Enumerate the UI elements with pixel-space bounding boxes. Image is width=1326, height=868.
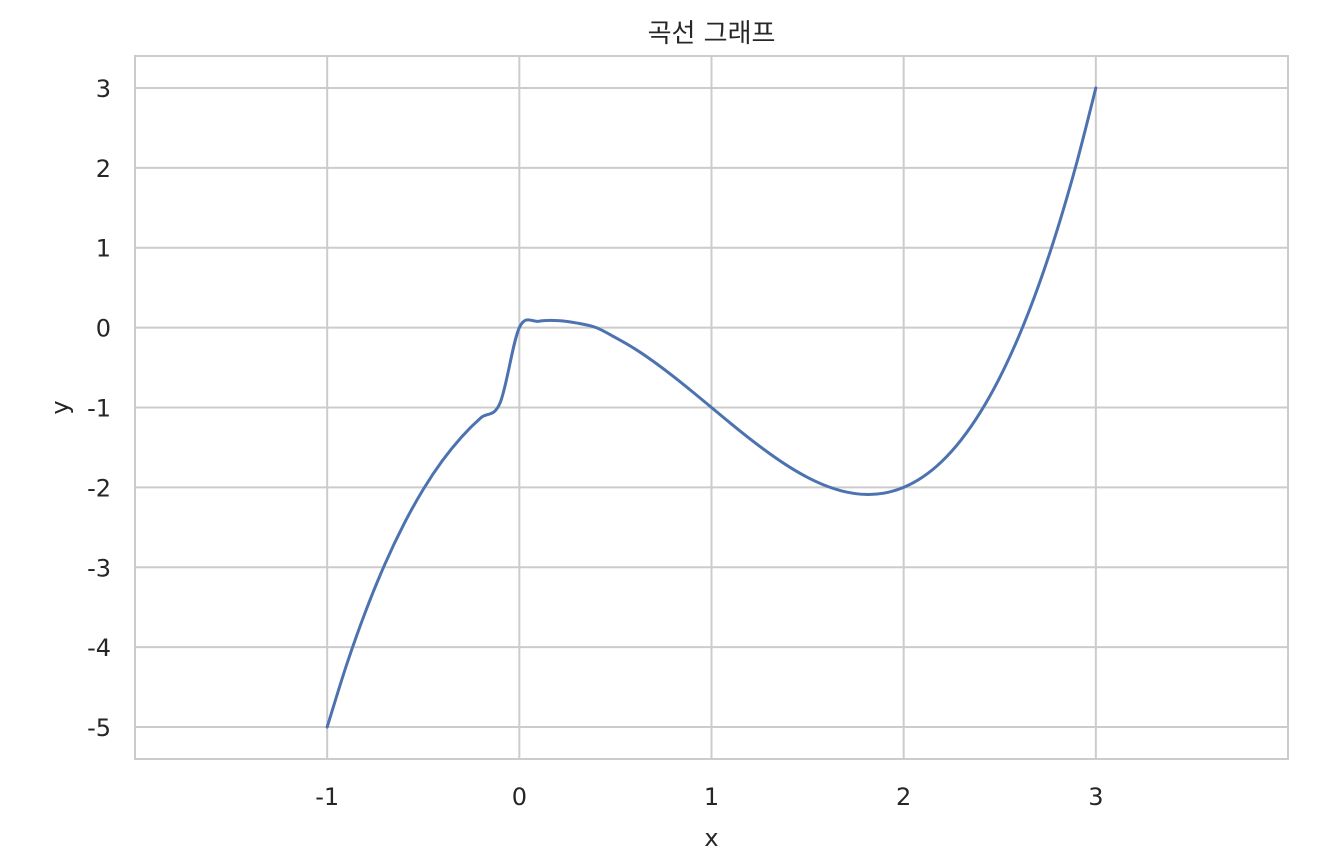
x-tick-labels: -1 0 1 2 3 (315, 783, 1103, 811)
x-axis-label: x (704, 824, 718, 852)
y-tick-label: -5 (87, 714, 111, 742)
y-tick-labels: -5 -4 -3 -2 -1 0 1 2 3 (87, 75, 111, 742)
chart-title: 곡선 그래프 (648, 19, 776, 49)
x-tick-label: 3 (1088, 783, 1103, 811)
y-axis-label: y (46, 400, 74, 414)
x-tick-label: 2 (896, 783, 911, 811)
y-tick-label: 1 (96, 235, 111, 263)
y-tick-label: 2 (96, 155, 111, 183)
y-tick-label: -2 (87, 474, 111, 502)
y-tick-label: -3 (87, 554, 111, 582)
x-tick-label: 1 (704, 783, 719, 811)
y-tick-label: -1 (87, 395, 111, 423)
y-tick-label: 3 (96, 75, 111, 103)
x-tick-label: -1 (315, 783, 339, 811)
y-tick-label: 0 (96, 315, 111, 343)
x-tick-label: 0 (512, 783, 527, 811)
y-tick-label: -4 (87, 634, 111, 662)
